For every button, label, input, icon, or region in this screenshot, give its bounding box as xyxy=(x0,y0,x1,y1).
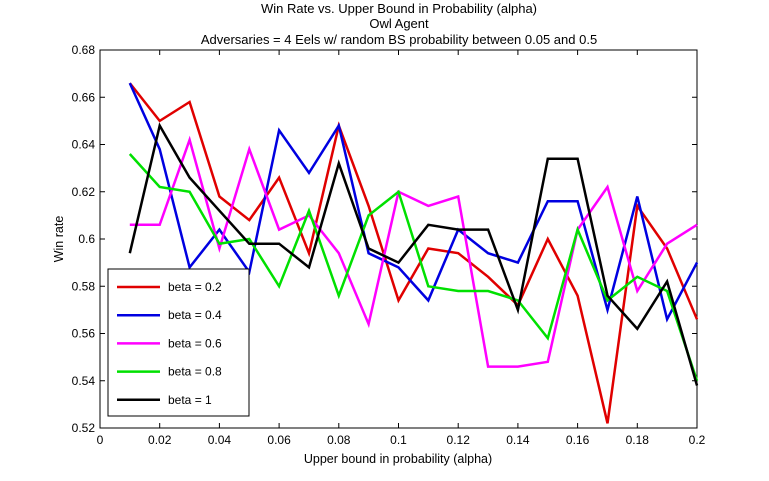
legend-label: beta = 1 xyxy=(168,393,212,407)
x-tick-label: 0 xyxy=(97,433,104,447)
axis-ticks: 0 0.02 0.04 0.06 0.08 0.1 0.12 0.14 0.16 0.18 0.2 0… xyxy=(72,43,706,447)
y-tick-label: 0.68 xyxy=(72,43,96,57)
legend-label: beta = 0.2 xyxy=(168,280,222,294)
y-tick-label: 0.6 xyxy=(78,232,95,246)
chart-subtitle: Owl Agent xyxy=(369,16,429,31)
legend-label: beta = 0.4 xyxy=(168,308,222,322)
y-tick-label: 0.54 xyxy=(72,374,96,388)
x-tick-label: 0.2 xyxy=(689,433,706,447)
series-line-1 xyxy=(128,82,699,424)
x-tick-label: 0.18 xyxy=(626,433,650,447)
x-axis-label: Upper bound in probability (alpha) xyxy=(304,452,492,466)
y-tick-label: 0.52 xyxy=(72,421,96,435)
x-tick-label: 0.12 xyxy=(447,433,471,447)
y-tick-label: 0.56 xyxy=(72,327,96,341)
x-tick-label: 0.1 xyxy=(390,433,407,447)
x-tick-label: 0.06 xyxy=(267,433,291,447)
x-tick-label: 0.14 xyxy=(506,433,530,447)
y-tick-label: 0.66 xyxy=(72,90,96,104)
series-line-5 xyxy=(128,122,699,386)
y-tick-label: 0.62 xyxy=(72,185,96,199)
legend: beta = 0.2 beta = 0.4 beta = 0.6 beta = 0.8… xyxy=(107,268,250,417)
y-axis-label: Win rate xyxy=(52,216,66,263)
x-tick-label: 0.16 xyxy=(566,433,590,447)
y-tick-label: 0.58 xyxy=(72,279,96,293)
series-line-4 xyxy=(128,153,699,382)
x-tick-label: 0.04 xyxy=(208,433,232,447)
chart-title: Win Rate vs. Upper Bound in Probability … xyxy=(261,1,537,16)
legend-label: beta = 0.6 xyxy=(168,336,222,350)
series-line-3 xyxy=(129,135,698,368)
y-tick-label: 0.64 xyxy=(72,138,96,152)
chart-subtitle-2: Adversaries = 4 Eels w/ random BS probab… xyxy=(201,32,597,47)
x-tick-label: 0.02 xyxy=(148,433,172,447)
x-tick-label: 0.08 xyxy=(327,433,351,447)
legend-label: beta = 0.8 xyxy=(168,365,222,379)
series-lines xyxy=(128,82,699,424)
